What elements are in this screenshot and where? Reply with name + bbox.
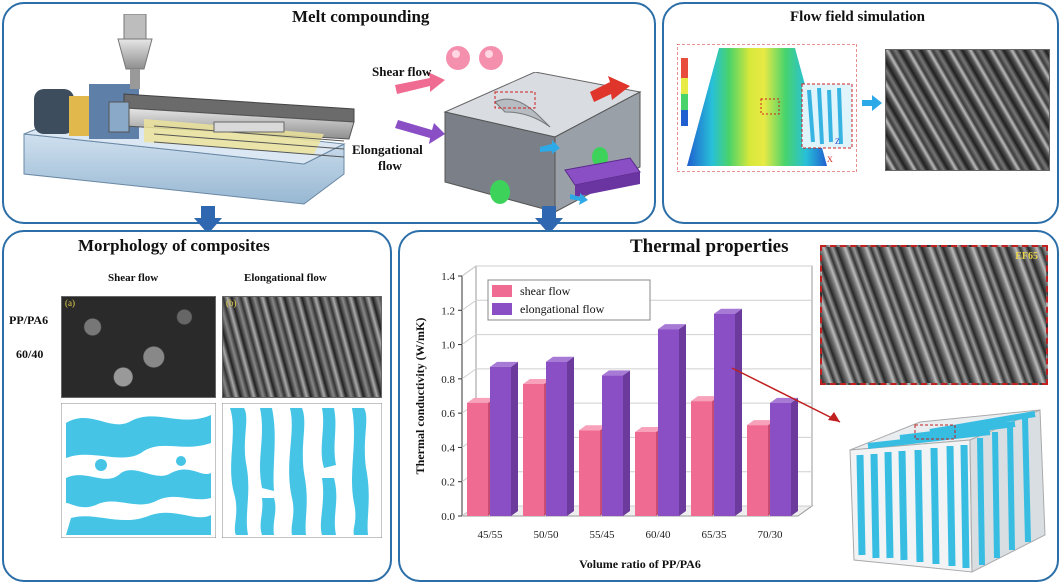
extruder-illustration xyxy=(23,14,355,205)
melt-droplets xyxy=(446,46,503,70)
bar-top xyxy=(490,361,518,367)
melt-elongational-label-line2: flow xyxy=(378,158,402,173)
x-tick-label: 70/30 xyxy=(757,529,783,541)
bar-top xyxy=(658,324,686,330)
morph-row-label-ratio: 60/40 xyxy=(16,347,44,361)
thermal-conductivity-chart: 0.0 0.2 0.4 0.6 0.8 1.0 1.2 1.4 45/55 50/50 55/45 6… xyxy=(413,265,814,571)
morph-elong-col-header: Elongational flow xyxy=(244,272,327,284)
y-axis-title: Thermal conductivity (W/mK) xyxy=(413,318,427,475)
flow-simulation-title: Flow field simulation xyxy=(790,9,926,25)
morph-shear-col-header: Shear flow xyxy=(108,272,159,284)
bar-top xyxy=(602,370,630,376)
bar-top xyxy=(770,397,798,403)
y-tick-label: 0.0 xyxy=(441,511,455,523)
bar-side xyxy=(735,308,742,516)
legend-swatch xyxy=(492,285,512,297)
y-tick-label: 0.4 xyxy=(441,442,455,454)
morph-sim-shear xyxy=(61,403,216,538)
bar-elongational-flow xyxy=(714,313,735,516)
y-tick-label: 1.0 xyxy=(441,340,455,352)
bar-elongational-flow xyxy=(490,366,511,516)
morph-sem-elong-label: (b) xyxy=(226,298,237,308)
down-arrow-left xyxy=(194,206,222,234)
thermal-inset-sem: EF65 xyxy=(820,245,1048,385)
bar-top xyxy=(635,427,663,432)
bar-shear-flow xyxy=(523,384,544,516)
gridline-side xyxy=(461,368,477,380)
bar-top xyxy=(523,379,551,384)
bar-top xyxy=(714,308,742,314)
thermal-title: Thermal properties xyxy=(630,236,789,257)
melt-elongational-label-line1: Elongational xyxy=(352,142,423,157)
bar-side xyxy=(679,324,686,516)
flow-sem-micrograph xyxy=(885,49,1050,171)
bar-side xyxy=(567,356,574,516)
morph-row-label-material: PP/PA6 xyxy=(9,313,49,327)
gridline-side xyxy=(461,334,477,345)
bar-side xyxy=(623,370,630,516)
bar-shear-flow xyxy=(747,425,768,516)
svg-text:Z: Z xyxy=(835,137,840,146)
legend-label: shear flow xyxy=(520,284,571,298)
bar-shear-flow xyxy=(691,401,712,516)
bar-top xyxy=(747,420,775,426)
thermal-inset-label: EF65 xyxy=(1015,251,1038,262)
morph-sim-elongational xyxy=(222,403,382,538)
bar-elongational-flow xyxy=(546,361,567,516)
composite-cube-illustration xyxy=(849,409,1046,573)
die-block-illustration xyxy=(443,72,642,213)
svg-text:X: X xyxy=(827,155,833,164)
gridline-side xyxy=(461,299,477,311)
bar-shear-flow xyxy=(467,402,488,516)
legend-box xyxy=(487,279,651,321)
flow-field-contour: X Z xyxy=(677,44,857,172)
y-tick-label: 0.2 xyxy=(441,477,455,489)
bar-side xyxy=(511,361,518,516)
y-tick-label: 1.4 xyxy=(441,271,455,283)
cube-connector-line xyxy=(731,367,841,423)
bar-elongational-flow xyxy=(770,402,791,516)
bar-top xyxy=(546,356,574,362)
bar-shear-flow xyxy=(635,432,656,516)
x-tick-label: 65/35 xyxy=(701,529,727,541)
flow-sim-arrow xyxy=(862,95,882,111)
melt-shear-flow-label: Shear flow xyxy=(372,64,432,79)
bar-elongational-flow xyxy=(658,329,679,516)
morph-sem-shear-label: (a) xyxy=(65,298,75,308)
bar-elongational-flow xyxy=(602,375,623,516)
down-arrow-right xyxy=(535,206,563,234)
y-tick-label: 0.8 xyxy=(441,374,455,386)
y-tick-label: 1.2 xyxy=(441,305,455,317)
bar-top xyxy=(691,396,719,402)
bar-top xyxy=(467,397,495,403)
melt-arrows-graphic xyxy=(395,72,445,144)
morphology-title: Morphology of composites xyxy=(78,236,270,255)
melt-compounding-title: Melt compounding xyxy=(292,7,430,26)
legend-label: elongational flow xyxy=(520,302,605,316)
x-tick-label: 55/45 xyxy=(589,529,615,541)
morph-sem-shear: (a) xyxy=(61,296,216,398)
y-tick-label: 0.6 xyxy=(441,408,455,420)
morph-sem-elongational: (b) xyxy=(222,296,382,398)
x-axis-title: Volume ratio of PP/PA6 xyxy=(579,557,701,571)
x-tick-label: 60/40 xyxy=(645,529,671,541)
bar-side xyxy=(791,397,798,516)
x-tick-label: 50/50 xyxy=(533,529,559,541)
legend-swatch xyxy=(492,303,512,315)
bar-shear-flow xyxy=(579,430,600,516)
bar-top xyxy=(579,425,607,431)
x-tick-label: 45/55 xyxy=(477,529,503,541)
gridline-side xyxy=(461,265,477,277)
